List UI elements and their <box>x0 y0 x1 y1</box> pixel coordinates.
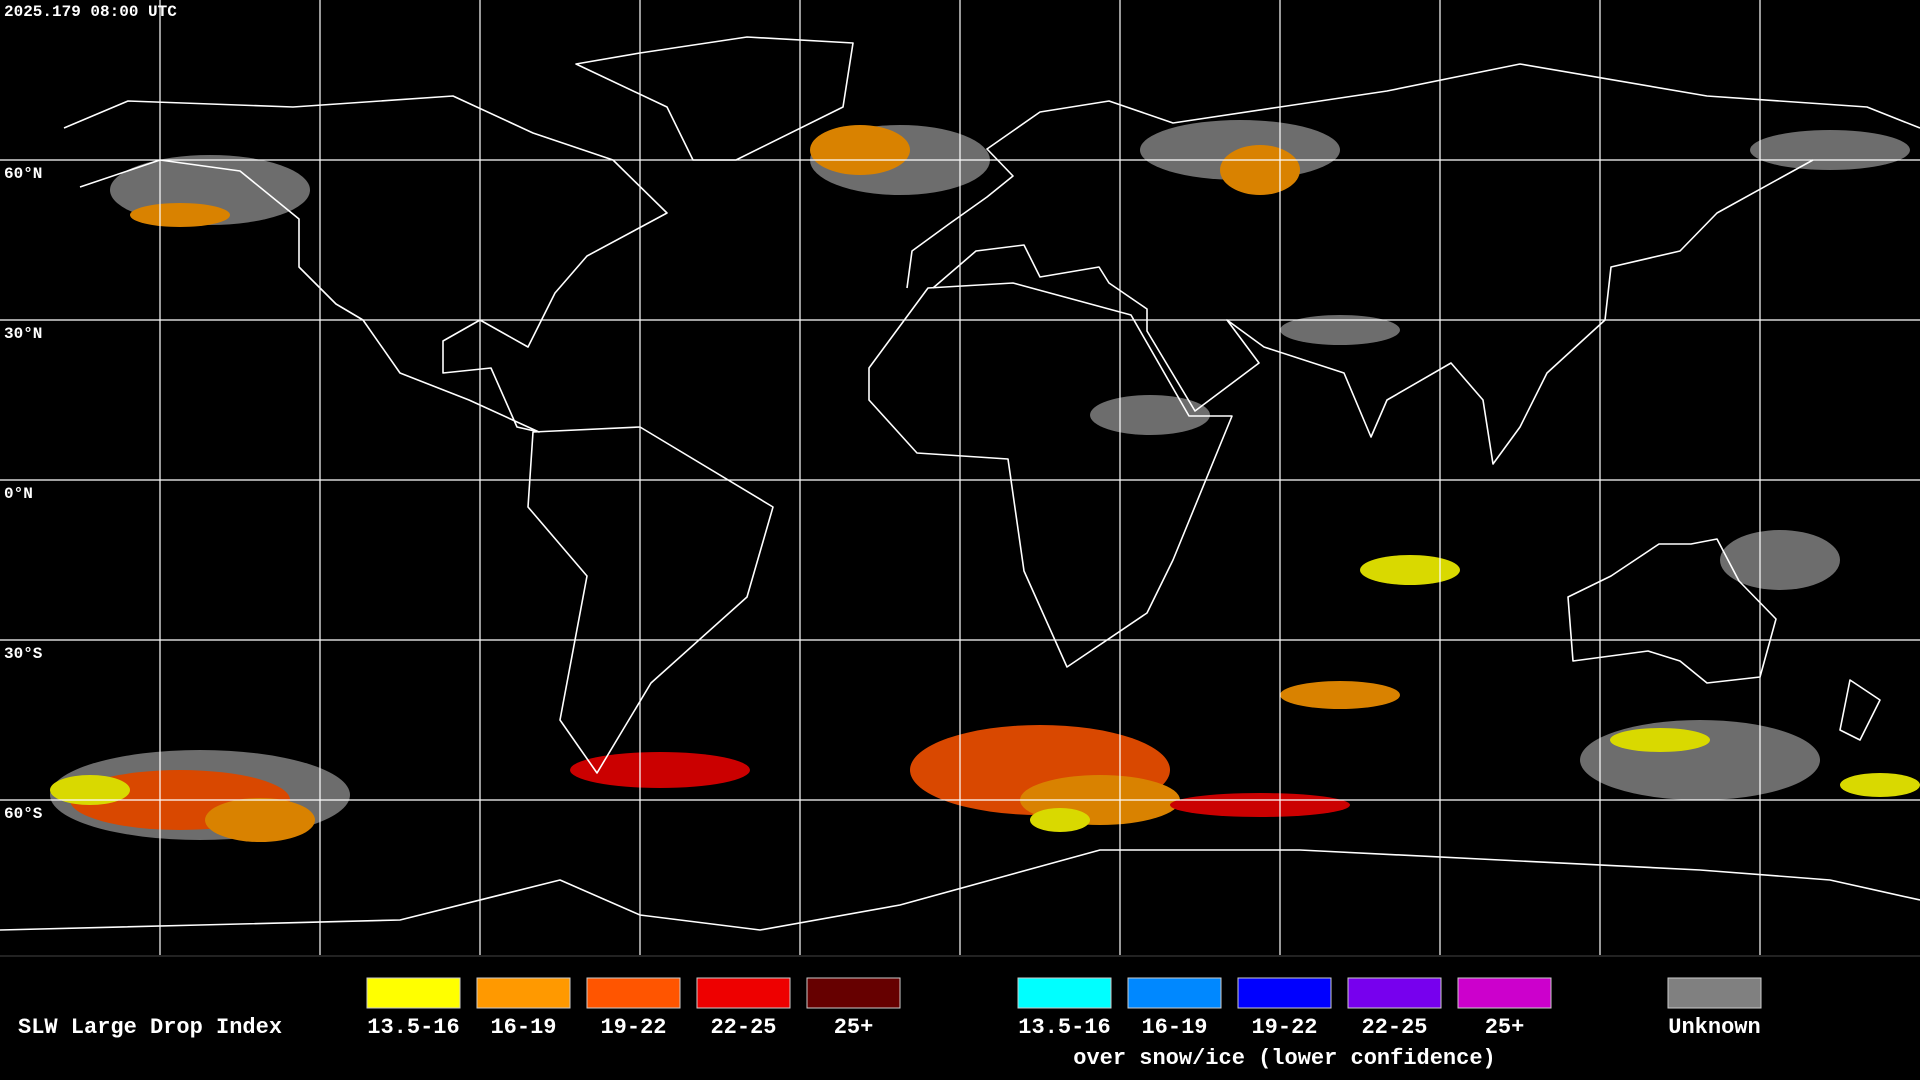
legend-label: 13.5-16 <box>367 1015 459 1040</box>
legend-swatch <box>1457 977 1552 1009</box>
legend-label: 19-22 <box>600 1015 666 1040</box>
legend-label: 19-22 <box>1251 1015 1317 1040</box>
cloud-patches <box>50 120 1920 842</box>
legend-swatch <box>1127 977 1222 1009</box>
timestamp: 2025.179 08:00 UTC <box>4 3 177 21</box>
legend-swatch <box>476 977 571 1009</box>
latitude-label: 0°N <box>4 485 33 503</box>
legend-label: 25+ <box>1485 1015 1525 1040</box>
legend-caption: over snow/ice (lower confidence) <box>1073 1046 1495 1071</box>
legend-swatch <box>1017 977 1112 1009</box>
coastlines <box>0 36 1920 931</box>
latitude-label: 30°S <box>4 645 43 663</box>
legend-swatch <box>1347 977 1442 1009</box>
legend-title: SLW Large Drop Index <box>18 1015 282 1040</box>
latitude-label: 60°S <box>4 805 43 823</box>
legend-label: 16-19 <box>490 1015 556 1040</box>
legend-label: 13.5-16 <box>1018 1015 1110 1040</box>
legend-swatch <box>1667 977 1762 1009</box>
legend-label: 25+ <box>834 1015 874 1040</box>
legend-label: 16-19 <box>1141 1015 1207 1040</box>
legend-label: 22-25 <box>710 1015 776 1040</box>
legend-label: 22-25 <box>1361 1015 1427 1040</box>
legend-swatch <box>696 977 791 1009</box>
legend-swatch <box>366 977 461 1009</box>
legend-label: Unknown <box>1668 1015 1760 1040</box>
map: 2025.179 08:00 UTC <box>0 0 1920 957</box>
latitude-label: 60°N <box>4 165 42 183</box>
legend-swatch <box>1237 977 1332 1009</box>
legend-swatch <box>806 977 901 1009</box>
latitude-label: 30°N <box>4 325 42 343</box>
legend-swatch <box>586 977 681 1009</box>
graticule <box>0 0 1920 957</box>
